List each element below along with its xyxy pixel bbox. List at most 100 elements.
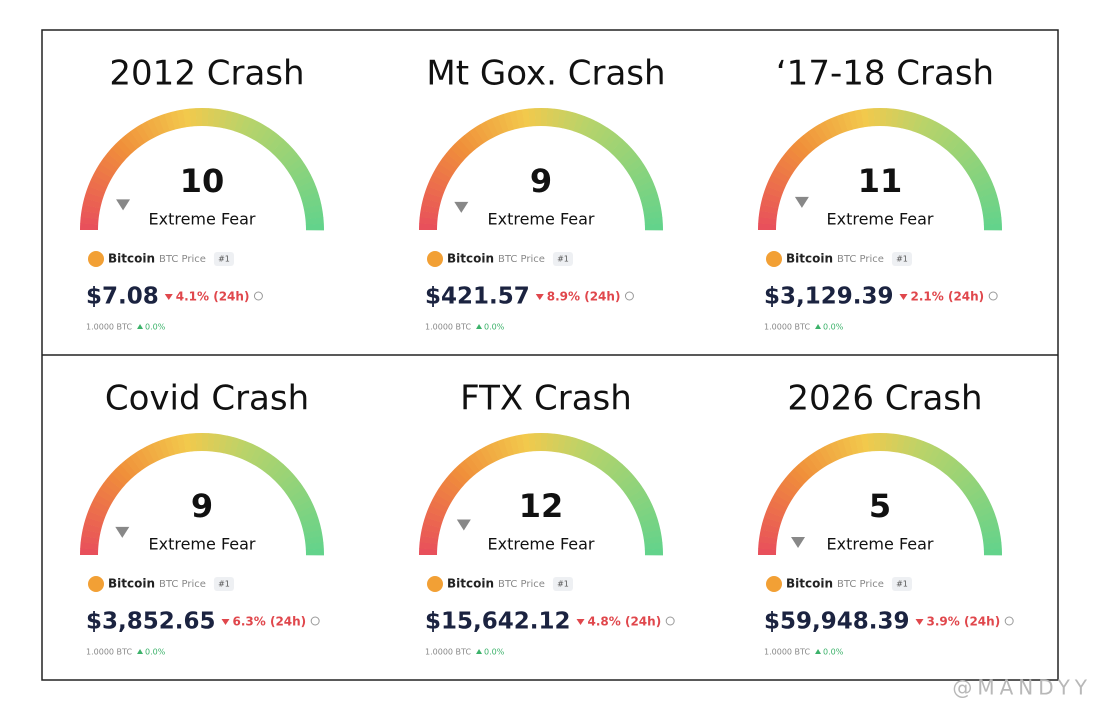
gauge-arc xyxy=(602,131,619,150)
gauge-arc xyxy=(419,535,439,545)
gauge-arc xyxy=(758,210,778,220)
gauge-arc xyxy=(294,174,314,188)
gauge-arc xyxy=(981,204,1001,215)
price: $7.08 xyxy=(86,284,159,310)
gauge-arc xyxy=(578,441,591,461)
gauge-arc xyxy=(860,108,870,128)
gauge-arc xyxy=(212,108,222,128)
btc-amount: 1.0000 BTC xyxy=(425,323,471,332)
gauge-arc xyxy=(641,523,661,534)
btc-change: 0.0% xyxy=(823,323,844,332)
rank: #1 xyxy=(557,255,569,264)
gauge-arc xyxy=(588,446,603,466)
gauge-arc xyxy=(170,435,181,455)
gauge-arc xyxy=(239,116,252,136)
gauge-arc xyxy=(813,449,829,468)
gauge-arc xyxy=(967,163,986,179)
gauge-arc xyxy=(922,118,936,138)
gauge-arc xyxy=(638,511,658,524)
gauge-arc xyxy=(244,443,258,463)
gauge-arc xyxy=(146,118,160,138)
gauge-arc xyxy=(583,118,597,138)
gauge-arc xyxy=(267,460,284,478)
gauge-arc xyxy=(912,113,925,134)
gauge-arc xyxy=(450,468,468,486)
gauge-arc xyxy=(299,511,319,524)
gauge-arc xyxy=(497,113,510,133)
gauge-arc xyxy=(234,438,247,459)
gauge-value: 9 xyxy=(530,162,552,200)
gauge-arc xyxy=(567,437,580,457)
gauge-arc xyxy=(515,434,526,454)
gauge-arc xyxy=(228,112,241,132)
gauge-arc xyxy=(289,488,308,504)
gauge-arc xyxy=(84,516,104,529)
panel-title: 2026 Crash xyxy=(787,379,982,419)
gauge-arc xyxy=(854,434,865,454)
gauge-arc xyxy=(85,510,106,523)
coin-name: Bitcoin xyxy=(786,252,833,266)
gauge-arc xyxy=(614,468,632,486)
price: $421.57 xyxy=(425,284,530,310)
gauge-arc xyxy=(953,468,971,486)
gauge-arc xyxy=(82,198,102,209)
gauge-arc xyxy=(450,143,468,161)
gauge-arc xyxy=(960,478,979,495)
rank-badge xyxy=(213,252,234,266)
rank-badge xyxy=(213,577,234,591)
gauge-arc xyxy=(141,446,156,465)
gauge-arc xyxy=(981,529,1001,540)
gauge-arc xyxy=(303,529,323,540)
gauge-arc xyxy=(621,153,640,170)
gauge-arc xyxy=(239,441,252,461)
panel-title: Mt Gox. Crash xyxy=(426,54,665,94)
gauge-arc xyxy=(978,192,998,204)
gauge-arc xyxy=(491,115,505,136)
gauge-arc xyxy=(263,131,280,150)
gauge-arc xyxy=(480,121,495,140)
gauge-arc xyxy=(781,477,800,494)
gauge-pointer xyxy=(454,201,469,213)
gauge-arc xyxy=(302,523,322,534)
gauge-arc xyxy=(896,434,906,454)
gauge-arc xyxy=(521,108,531,128)
gauge-arc xyxy=(639,192,659,204)
gauge-arc xyxy=(454,139,472,157)
gauge-arc xyxy=(793,139,811,157)
gauge-arc xyxy=(120,134,137,153)
gauge-arc xyxy=(282,478,301,495)
price-change: 4.1% (24h) xyxy=(176,290,250,304)
coin-icon xyxy=(427,576,443,592)
gauge-arc xyxy=(424,185,445,198)
gauge-arc xyxy=(423,191,443,204)
gauge-arc xyxy=(771,493,791,508)
gauge-arc xyxy=(158,113,171,133)
gauge-arc xyxy=(300,517,320,529)
gauge-arc xyxy=(93,493,113,508)
gauge-arc xyxy=(429,174,449,188)
gauge-arc xyxy=(621,478,640,495)
gauge-arc xyxy=(282,153,301,170)
gauge-pointer xyxy=(794,196,809,208)
gauge-arc xyxy=(176,434,187,454)
btc-change: 0.0% xyxy=(484,648,505,657)
info-icon xyxy=(988,291,998,301)
gauge-arc xyxy=(625,483,644,499)
coin-name: Bitcoin xyxy=(786,577,833,591)
gauge-arc xyxy=(643,210,663,220)
gauge-arc xyxy=(459,134,476,153)
gauge-arc xyxy=(107,473,125,490)
gauge-arc xyxy=(760,523,780,534)
up-arrow xyxy=(476,324,483,329)
gauge-arc xyxy=(303,204,323,215)
gauge-arc xyxy=(304,535,324,545)
gauge-arc xyxy=(762,516,782,529)
gauge-arc xyxy=(279,473,298,490)
gauge-arc xyxy=(509,435,520,455)
gauge-arc xyxy=(99,158,119,174)
gauge-arc xyxy=(819,446,834,465)
gauge-arc xyxy=(964,483,983,499)
gauge-arc xyxy=(588,121,603,141)
gauge-arc xyxy=(768,174,788,188)
